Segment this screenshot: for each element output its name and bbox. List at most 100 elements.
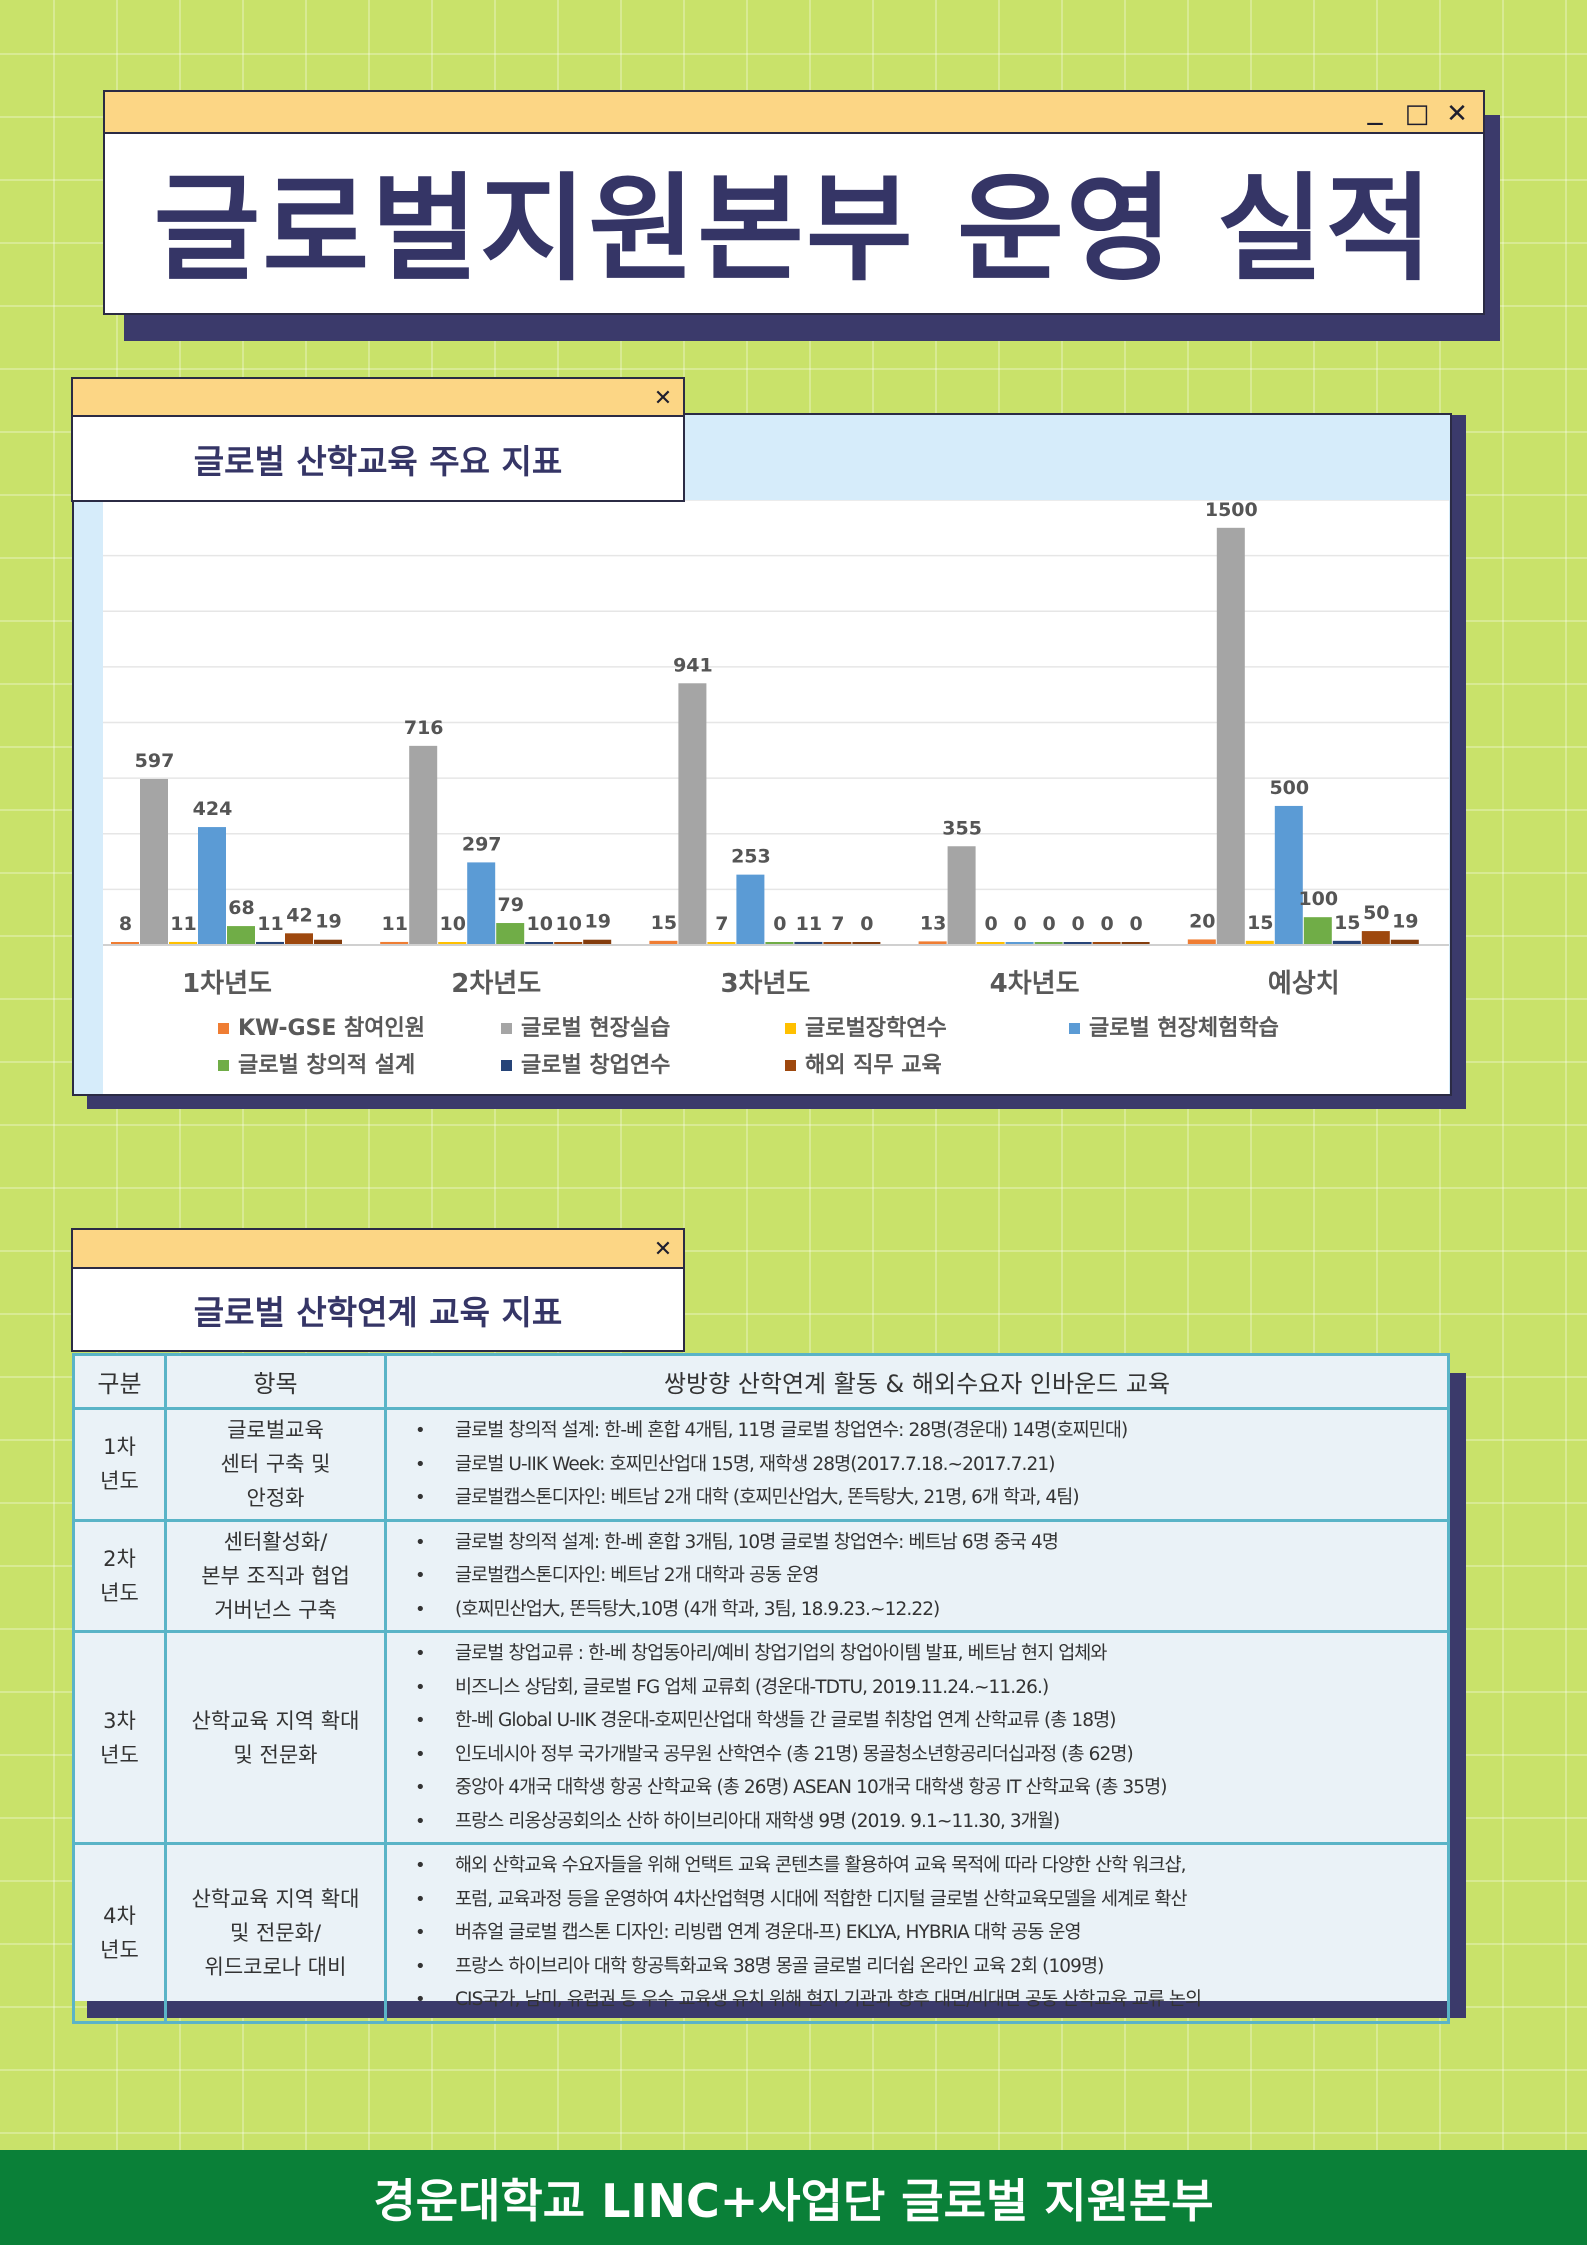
bar bbox=[678, 683, 707, 945]
bar bbox=[409, 745, 438, 945]
data-label: 10 bbox=[526, 913, 552, 935]
content-bullet: 글로벌 창업교류 : 한-베 창업동아리/예비 창업기업의 창업아이템 발표, … bbox=[415, 1637, 1437, 1671]
data-label: 10 bbox=[555, 913, 581, 935]
item-label-line: 산학교육 지역 확대 bbox=[191, 1708, 360, 1733]
category-label: 3차년도 bbox=[720, 969, 810, 999]
bar bbox=[1332, 940, 1361, 945]
bar bbox=[227, 926, 255, 945]
bar bbox=[583, 939, 612, 945]
footer-banner: 경운대학교 LINC+사업단 글로벌 지원본부 bbox=[0, 2150, 1587, 2245]
data-label: 11 bbox=[381, 913, 407, 935]
data-label: 15 bbox=[1247, 912, 1273, 934]
item-label-line: 본부 조직과 협업 bbox=[201, 1563, 350, 1588]
data-label: 716 bbox=[404, 717, 444, 739]
data-label: 941 bbox=[673, 654, 713, 676]
year-label-line: 4차 bbox=[103, 1903, 136, 1928]
bar bbox=[947, 846, 976, 945]
legend-swatch bbox=[501, 1023, 512, 1034]
bar bbox=[707, 942, 736, 945]
legend-entry: 글로벌 창의적 설계 bbox=[238, 1053, 415, 1078]
bar bbox=[918, 941, 947, 945]
chart-window-titlebar: ✕ bbox=[71, 377, 685, 418]
data-label: 7 bbox=[715, 913, 728, 935]
chart-plot-area bbox=[103, 500, 1449, 1094]
data-label: 424 bbox=[193, 798, 233, 820]
content-bullet: 비즈니스 상담회, 글로벌 FG 업체 교류회 (경운대-TDTU, 2019.… bbox=[415, 1671, 1437, 1705]
table-tab-title: 글로벌 산학연계 교육 지표 bbox=[193, 1292, 563, 1332]
data-label: 253 bbox=[731, 846, 771, 868]
content-bullet: 글로벌 창의적 설계: 한-베 혼합 4개팀, 11명 글로벌 창업연수: 28… bbox=[415, 1414, 1437, 1448]
content-bullet: 글로벌캡스톤디자인: 베트남 2개 대학과 공동 운영 bbox=[415, 1559, 1437, 1593]
bar bbox=[111, 942, 139, 945]
table-window-tab: 글로벌 산학연계 교육 지표 bbox=[71, 1267, 685, 1352]
category-label: 예상치 bbox=[1268, 969, 1340, 999]
year-label-line: 2차 bbox=[103, 1546, 136, 1571]
content-bullet: 해외 산학교육 수요자들을 위해 언택트 교육 콘텐츠를 활용하여 교육 목적에… bbox=[415, 1849, 1437, 1883]
bar bbox=[285, 933, 313, 945]
data-label: 0 bbox=[984, 913, 997, 935]
item-label-line: 센터활성화/ bbox=[223, 1529, 328, 1554]
bar bbox=[256, 941, 284, 945]
legend-swatch bbox=[218, 1060, 229, 1071]
header-item: 항목 bbox=[164, 1353, 387, 1410]
item-label-line: 안정화 bbox=[246, 1486, 305, 1511]
row-content-cell: 글로벌 창업교류 : 한-베 창업동아리/예비 창업기업의 창업아이템 발표, … bbox=[384, 1630, 1450, 1845]
bar bbox=[1005, 942, 1034, 945]
close-icon[interactable]: ✕ bbox=[1446, 99, 1468, 129]
content-bullet: 글로벌 U-IIK Week: 호찌민산업대 15명, 재학생 28명(2017… bbox=[415, 1448, 1437, 1482]
item-label-line: 글로벌교육 bbox=[227, 1418, 324, 1443]
main-window-body bbox=[103, 132, 1485, 315]
data-label: 15 bbox=[651, 912, 677, 934]
data-label: 19 bbox=[584, 911, 610, 933]
minimize-icon[interactable]: _ bbox=[1367, 91, 1383, 126]
legend-entry: 글로벌 창업연수 bbox=[521, 1053, 670, 1078]
bar bbox=[1390, 939, 1419, 945]
item-label-line: 및 전문화 bbox=[233, 1742, 318, 1767]
data-label: 11 bbox=[796, 913, 822, 935]
data-label: 0 bbox=[1129, 913, 1142, 935]
chart-close-icon[interactable]: ✕ bbox=[653, 385, 673, 411]
content-bullet: 인도네시아 정부 국가개발국 공무원 산학연수 (총 21명) 몽골청소년항공리… bbox=[415, 1738, 1437, 1772]
content-bullet: 중앙아 4개국 대학생 항공 산학교육 (총 26명) ASEAN 10개국 대… bbox=[415, 1771, 1437, 1805]
bar bbox=[438, 942, 467, 945]
bar bbox=[736, 874, 765, 945]
year-label-line: 년도 bbox=[100, 1469, 139, 1494]
data-label: 79 bbox=[497, 894, 523, 916]
bar bbox=[1216, 527, 1245, 945]
data-label: 11 bbox=[257, 913, 283, 935]
maximize-icon[interactable]: □ bbox=[1404, 99, 1430, 129]
year-label-line: 3차 bbox=[103, 1708, 136, 1733]
bar bbox=[169, 941, 197, 945]
bar bbox=[496, 923, 525, 945]
legend-swatch bbox=[1069, 1023, 1080, 1034]
content-bullet: 포럼, 교육과정 등을 운영하여 4차산업혁명 시대에 적합한 디지털 글로벌 … bbox=[415, 1883, 1437, 1917]
row-content-cell: 해외 산학교육 수요자들을 위해 언택트 교육 콘텐츠를 활용하여 교육 목적에… bbox=[384, 1842, 1450, 2024]
data-label: 11 bbox=[170, 913, 196, 935]
indicator-table: 구분 항목 쌍방향 산학연계 활동 & 해외수요자 인바운드 교육 1차 년도 글로… bbox=[72, 1353, 1450, 2024]
year-label-line: 년도 bbox=[100, 1742, 139, 1767]
row-item-cell: 산학교육 지역 확대 및 전문화/위드코로나 대비 bbox=[164, 1842, 387, 2024]
data-label: 20 bbox=[1189, 910, 1215, 932]
category-label: 4차년도 bbox=[990, 969, 1080, 999]
data-label: 297 bbox=[462, 833, 502, 855]
data-label: 0 bbox=[1013, 913, 1026, 935]
item-label-line: 거버넌스 구축 bbox=[214, 1597, 337, 1622]
bar bbox=[823, 942, 852, 945]
table-close-icon[interactable]: ✕ bbox=[653, 1236, 673, 1262]
data-label: 500 bbox=[1269, 777, 1309, 799]
bar bbox=[1274, 805, 1303, 945]
data-label: 8 bbox=[119, 913, 132, 935]
bar bbox=[852, 942, 881, 945]
row-content-cell: 글로벌 창의적 설계: 한-베 혼합 4개팀, 11명 글로벌 창업연수: 28… bbox=[384, 1407, 1450, 1522]
bar bbox=[198, 827, 226, 945]
table-row: 3차년도 산학교육 지역 확대및 전문화 글로벌 창업교류 : 한-베 창업동아리/… bbox=[72, 1630, 1450, 1845]
bar bbox=[976, 942, 1005, 945]
data-label: 68 bbox=[228, 897, 254, 919]
legend-swatch bbox=[785, 1060, 796, 1071]
data-label: 100 bbox=[1298, 888, 1338, 910]
chart-window-tab: 글로벌 산학교육 주요 지표 bbox=[71, 415, 685, 502]
